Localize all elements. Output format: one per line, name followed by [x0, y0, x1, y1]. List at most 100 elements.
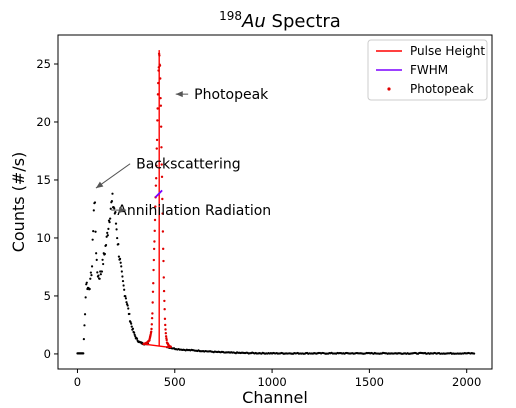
- pulse-height-baseline: [144, 344, 171, 347]
- y-axis: 0510152025: [36, 57, 58, 361]
- x-tick-label: 1000: [257, 375, 286, 389]
- spectrum-point: [120, 265, 122, 267]
- spectrum-point: [117, 243, 119, 245]
- y-tick-label: 15: [36, 173, 51, 187]
- spectrum-point: [92, 230, 94, 232]
- y-tick-label: 20: [36, 115, 51, 129]
- spectrum-point: [122, 280, 124, 282]
- spectrum-point: [123, 289, 125, 291]
- photopeak-point: [159, 77, 161, 79]
- spectrum-point: [86, 282, 88, 284]
- x-tick-label: 500: [164, 375, 186, 389]
- spectrum-point: [83, 338, 85, 340]
- photopeak-point: [154, 230, 156, 232]
- spectrum-point: [94, 201, 96, 203]
- photopeak-point: [155, 184, 157, 186]
- spectrum-point: [83, 324, 85, 326]
- photopeak-point: [151, 317, 153, 319]
- title-element: Au: [241, 11, 266, 32]
- photopeak-point: [160, 146, 162, 148]
- spectrum-point: [122, 284, 124, 286]
- spectrum-point: [89, 278, 91, 280]
- annotation-text: Annihilation Radiation: [117, 203, 271, 219]
- x-axis: 0 500 1000 1500 2000: [74, 369, 482, 389]
- photopeak-point: [150, 331, 152, 333]
- annotations: PhotopeakBackscatteringAnnihilation Radi…: [96, 87, 271, 219]
- spectrum-point: [96, 271, 98, 273]
- photopeak-point: [165, 332, 167, 334]
- title-suffix: Spectra: [266, 11, 341, 32]
- spectrum-point: [93, 209, 95, 211]
- spectrum-point: [124, 295, 126, 297]
- photopeak-point: [158, 54, 160, 56]
- spectrum-point: [115, 223, 117, 225]
- spectrum-point: [130, 323, 132, 325]
- spectrum-point: [85, 296, 87, 298]
- photopeak-point: [152, 291, 154, 293]
- spectrum-point: [107, 228, 109, 230]
- spectrum-point: [91, 265, 93, 267]
- y-tick-label: 5: [44, 289, 51, 303]
- spectrum-point: [111, 193, 113, 195]
- photopeak-point: [164, 328, 166, 330]
- spectrum-point: [131, 326, 133, 328]
- photopeak-point: [155, 177, 157, 179]
- photopeak-point: [156, 139, 158, 141]
- spectrum-point: [133, 332, 135, 334]
- spectrum-point: [110, 208, 112, 210]
- photopeak-point: [157, 69, 159, 71]
- photopeak-point: [163, 276, 165, 278]
- spectrum-point: [107, 234, 109, 236]
- photopeak-point: [160, 105, 162, 107]
- photopeak-point: [151, 312, 153, 314]
- annotation-arrowhead: [96, 182, 103, 189]
- photopeak-point: [153, 240, 155, 242]
- photopeak-point: [163, 308, 165, 310]
- chart-title: 198Au Spectra: [219, 9, 341, 32]
- photopeak-point: [163, 290, 165, 292]
- spectrum-point: [104, 253, 106, 255]
- spectrum-point: [114, 211, 116, 213]
- photopeak-point: [162, 248, 164, 250]
- x-tick-label: 0: [74, 375, 81, 389]
- photopeak-point: [154, 219, 156, 221]
- photopeak-point: [164, 324, 166, 326]
- spectrum-point: [96, 259, 98, 261]
- y-tick-label: 0: [44, 347, 51, 361]
- photopeak-point: [170, 346, 172, 348]
- y-axis-label: Counts (#/s): [9, 152, 28, 253]
- spectrum-point: [120, 262, 122, 264]
- spectrum-point: [89, 288, 91, 290]
- legend-photopeak-swatch: [387, 87, 390, 90]
- photopeak-point: [152, 269, 154, 271]
- legend-photopeak-label: Photopeak: [410, 82, 474, 96]
- spectrum-point: [101, 270, 103, 272]
- photopeak-point: [159, 64, 161, 66]
- photopeak-point: [157, 93, 159, 95]
- annotation-text: Photopeak: [194, 87, 269, 103]
- spectrum-point: [125, 301, 127, 303]
- spectrum-point: [111, 200, 113, 202]
- photopeak-point: [156, 147, 158, 149]
- photopeak-point: [156, 119, 158, 121]
- photopeak-point: [156, 107, 158, 109]
- spectrum-point: [125, 297, 127, 299]
- photopeak-point: [162, 230, 164, 232]
- spectrum-point: [121, 270, 123, 272]
- title-superscript: 198: [219, 9, 242, 23]
- spectrum-point: [118, 256, 120, 258]
- photopeak-point: [152, 282, 154, 284]
- photopeak-point: [160, 125, 162, 127]
- annotation-arrowhead: [176, 91, 183, 97]
- photopeak-point: [151, 301, 153, 303]
- photopeak-point: [157, 82, 159, 84]
- spectrum-point: [121, 275, 123, 277]
- spectrum-point: [97, 274, 99, 276]
- x-tick-label: 2000: [452, 375, 481, 389]
- spectrum-point: [82, 352, 84, 354]
- spectrum-point: [108, 221, 110, 223]
- spectrum-point: [127, 307, 129, 309]
- y-tick-label: 25: [36, 57, 51, 71]
- spectrum-point: [102, 263, 104, 265]
- spectrum-point: [84, 313, 86, 315]
